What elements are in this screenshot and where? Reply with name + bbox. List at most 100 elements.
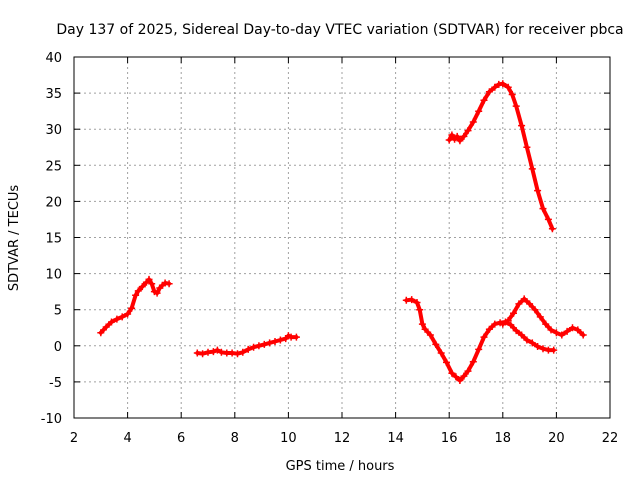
data-point [452,373,460,381]
x-axis-label: GPS time / hours [286,459,395,474]
data-point [523,143,531,151]
data-point [153,289,161,297]
data-point [250,343,258,351]
axis-ticks: 2 4 6 8 10 12 14 16 18 20 22 -10 -5 0 5 10 15 20 25 30 35 40 [41,51,619,446]
data-point [426,331,434,339]
data-point [213,346,221,354]
data-point [255,342,263,350]
data-point [563,327,571,335]
data-point [480,96,488,104]
data-point [499,320,507,328]
data-point [512,327,520,335]
data-series-segment-4 [499,295,587,339]
data-point [534,343,542,350]
data-point [234,350,241,358]
data-point [460,372,468,380]
data-point [507,321,515,329]
data-point [421,325,429,333]
data-point [145,275,153,283]
data-point [437,349,445,357]
data-point [292,333,300,341]
data-point [128,304,136,312]
data-point [504,317,512,324]
data-series-layer [97,80,587,384]
data-point [138,283,146,291]
data-point [456,137,464,145]
data-point [276,336,284,344]
data-point [508,91,516,98]
data-point [523,336,531,344]
data-point [408,296,416,304]
data-point [499,80,507,88]
x-tick-label: 20 [548,431,565,446]
data-point [199,350,207,358]
data-point [558,331,566,339]
x-tick-label: 4 [123,431,131,446]
data-point [418,320,426,328]
data-point [491,320,499,328]
data-point [531,306,539,314]
data-point [165,280,173,288]
data-point [134,287,142,295]
data-point [548,225,556,233]
data-point [453,132,461,140]
data-point [518,122,526,130]
data-point [485,88,493,96]
data-point [118,313,126,321]
x-tick-label: 2 [70,431,78,446]
data-point [469,118,477,126]
data-point [528,165,536,173]
data-point [491,83,499,91]
data-series-segment-5 [445,80,556,233]
y-tick-label: -10 [41,412,62,427]
data-point [448,369,456,377]
data-point [544,215,552,223]
data-point [443,358,450,366]
data-point [460,132,468,140]
data-point [469,358,477,366]
data-point [504,83,512,91]
data-point [209,348,217,356]
series-line [447,81,555,231]
series-line [500,296,586,337]
data-point [113,315,121,323]
data-point [132,291,140,299]
data-point [512,102,520,110]
data-point [416,306,424,314]
data-point [579,331,587,339]
data-point [480,333,488,341]
data-point [244,345,252,353]
data-point [413,299,421,306]
data-point [552,329,560,337]
y-tick-label: -5 [49,376,62,391]
y-tick-label: 25 [45,159,62,174]
data-point [464,127,472,135]
grid [74,57,610,418]
data-point [539,345,547,353]
data-point [475,107,483,115]
y-tick-label: 15 [45,232,62,247]
y-tick-label: 35 [45,87,62,102]
data-point [547,326,555,334]
data-point [536,313,544,321]
data-point [510,309,517,317]
y-tick-label: 30 [45,123,62,138]
data-point [520,295,528,303]
y-tick-label: 0 [54,340,62,355]
data-point [515,300,523,308]
data-point [569,324,576,332]
data-point [534,187,542,195]
data-point [526,300,534,308]
data-point [260,340,268,348]
data-point [464,367,472,375]
x-tick-label: 6 [177,431,185,446]
data-point [108,318,115,326]
data-point [148,280,156,288]
x-tick-label: 16 [441,431,458,446]
x-tick-label: 12 [334,431,351,446]
data-point [475,345,483,353]
data-point [432,340,440,348]
data-point [518,331,526,339]
x-tick-label: 8 [231,431,239,446]
data-point [574,326,582,334]
